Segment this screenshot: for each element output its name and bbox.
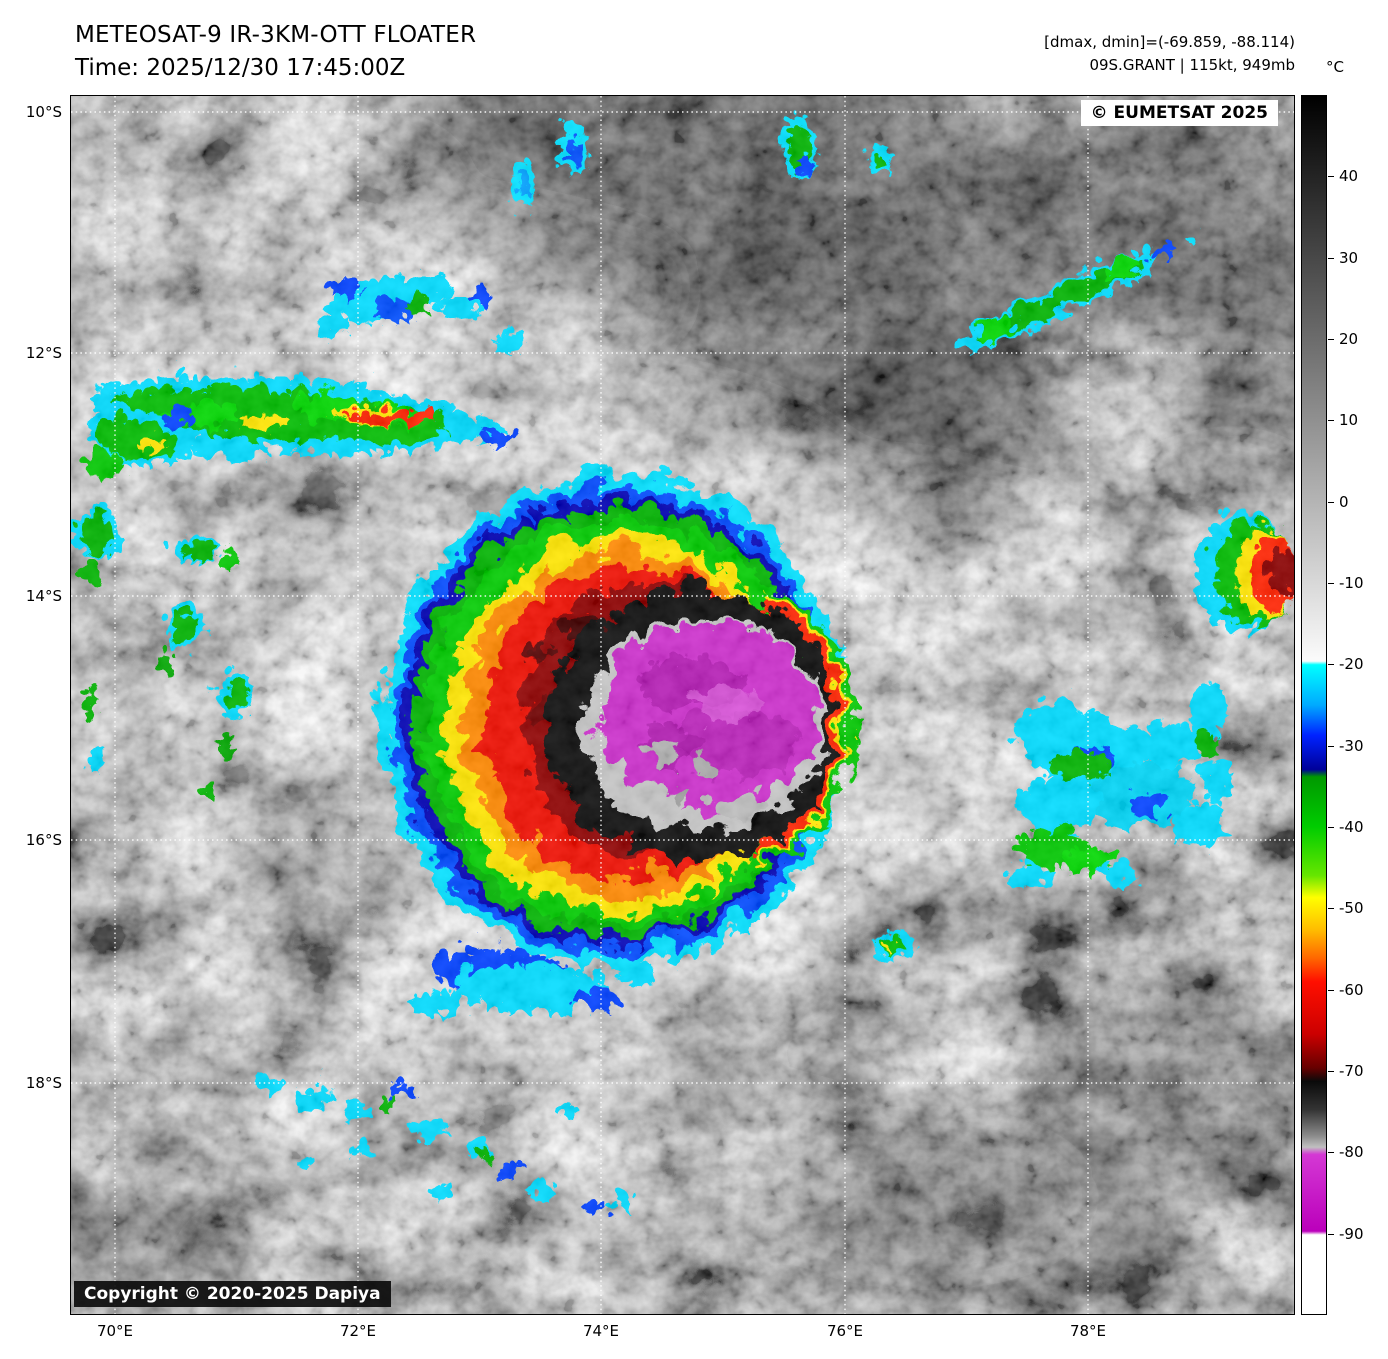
satellite-image: © EUMETSAT 2025 Copyright © 2020-2025 Da… (70, 95, 1295, 1315)
lat-axis-label: 10°S (25, 103, 62, 121)
colorbar-tick-label: -60 (1339, 981, 1364, 999)
colorbar-tick-mark (1328, 258, 1334, 259)
dapiya-copyright-badge: Copyright © 2020-2025 Dapiya (74, 1281, 391, 1307)
colorbar-tick-mark (1328, 908, 1334, 909)
colorbar-tick-mark (1328, 502, 1334, 503)
colorbar-tick-label: 0 (1339, 493, 1349, 511)
colorbar-tick-label: -20 (1339, 655, 1364, 673)
colorbar-tick-label: -10 (1339, 574, 1364, 592)
colorbar-tick-mark (1328, 1071, 1334, 1072)
colorbar-tick-label: -90 (1339, 1225, 1364, 1243)
lon-axis-label: 70°E (96, 1322, 134, 1340)
lat-axis-label: 14°S (25, 587, 62, 605)
colorbar-tick-label: 30 (1339, 249, 1359, 267)
colorbar-tick-mark (1328, 990, 1334, 991)
lon-axis-label: 74°E (582, 1322, 620, 1340)
storm-info: 09S.GRANT | 115kt, 949mb (1089, 56, 1295, 74)
lat-axis-label: 18°S (25, 1074, 62, 1092)
colorbar-tick-label: -70 (1339, 1062, 1364, 1080)
lon-axis-label: 78°E (1069, 1322, 1107, 1340)
range-info: [dmax, dmin]=(-69.859, -88.114) (1044, 33, 1295, 51)
colorbar-tick-label: -50 (1339, 899, 1364, 917)
time-label: Time: 2025/12/30 17:45:00Z (75, 55, 406, 81)
colorbar-tick-label: 40 (1339, 167, 1359, 185)
colorbar-tick-label: -40 (1339, 818, 1364, 836)
satellite-image-svg (71, 96, 1294, 1314)
colorbar-tick-mark (1328, 420, 1334, 421)
colorbar-tick-mark (1328, 176, 1334, 177)
eumetsat-badge: © EUMETSAT 2025 (1080, 100, 1278, 126)
colorbar-tick-mark (1328, 746, 1334, 747)
colorbar-tick-mark (1328, 664, 1334, 665)
colorbar-gradient (1301, 95, 1327, 1315)
colorbar-tick-mark (1328, 583, 1334, 584)
lat-axis-label: 12°S (25, 344, 62, 362)
page-title: METEOSAT-9 IR-3KM-OTT FLOATER (75, 22, 477, 48)
lon-axis-label: 76°E (826, 1322, 864, 1340)
colorbar-tick-label: 10 (1339, 411, 1359, 429)
colorbar-tick-mark (1328, 827, 1334, 828)
colorbar-unit: °C (1326, 58, 1344, 76)
colorbar-tick-mark (1328, 1234, 1334, 1235)
colorbar-tick-label: 20 (1339, 330, 1359, 348)
lon-axis-label: 72°E (339, 1322, 377, 1340)
colorbar-tick-label: -80 (1339, 1143, 1364, 1161)
colorbar-tick-label: -30 (1339, 737, 1364, 755)
lat-lon-gridlines (71, 96, 1294, 1314)
lat-axis-label: 16°S (25, 831, 62, 849)
colorbar-tick-mark (1328, 339, 1334, 340)
colorbar-tick-mark (1328, 1152, 1334, 1153)
